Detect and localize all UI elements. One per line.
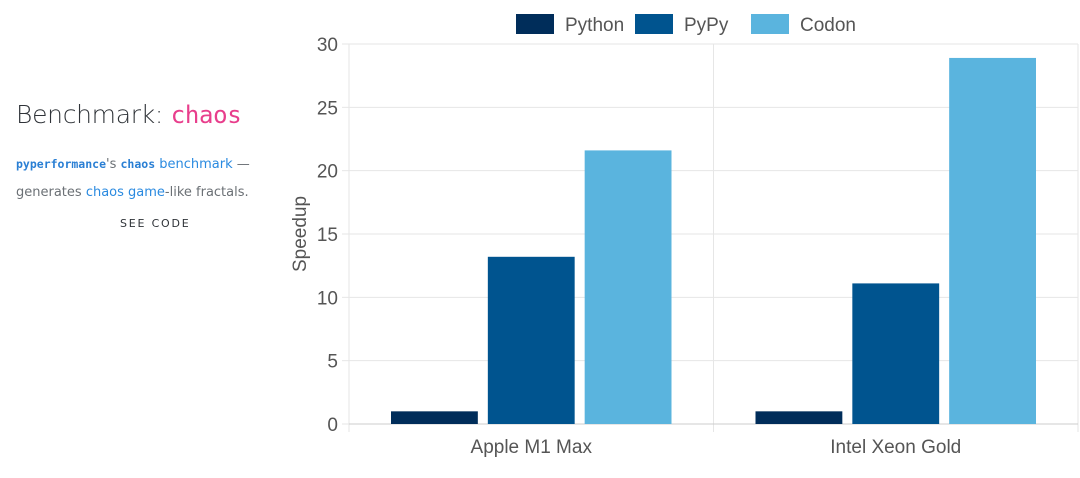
- y-tick-label: 15: [317, 225, 338, 246]
- bar-pypy-1[interactable]: [487, 256, 575, 424]
- legend-swatch-python[interactable]: [516, 14, 554, 34]
- y-tick-label: 10: [317, 288, 338, 309]
- benchmark-name: chaos: [170, 101, 242, 129]
- legend-swatch-codon[interactable]: [751, 14, 789, 34]
- benchmark-link[interactable]: benchmark: [159, 157, 233, 172]
- legend-label-python[interactable]: Python: [565, 15, 624, 36]
- y-tick-label: 5: [327, 352, 338, 373]
- y-tick-label: 25: [317, 98, 338, 119]
- bar-codon-2[interactable]: [949, 57, 1036, 424]
- x-tick-label: Intel Xeon Gold: [830, 437, 961, 458]
- chaos-game-link[interactable]: chaos game: [85, 185, 165, 200]
- bar-python-1[interactable]: [391, 411, 478, 424]
- desc-text-4: -like fractals.: [164, 185, 249, 200]
- benchmark-title: Benchmark: chaos: [16, 100, 242, 129]
- y-tick-label: 30: [317, 35, 338, 56]
- bar-codon-1[interactable]: [584, 150, 672, 424]
- benchmark-description: pyperformance's chaos benchmark — genera…: [16, 150, 291, 207]
- see-code-button[interactable]: SEE CODE: [120, 217, 191, 230]
- legend-label-pypy[interactable]: PyPy: [684, 15, 729, 36]
- legend-swatch-pypy[interactable]: [635, 14, 673, 34]
- y-axis-label: Speedup: [290, 196, 311, 272]
- y-tick-label: 0: [327, 415, 338, 436]
- desc-text-1: 's: [106, 157, 121, 172]
- benchmark-title-prefix: Benchmark:: [16, 100, 171, 129]
- benchmark-panel: Benchmark: chaos pyperformance's chaos b…: [0, 0, 300, 473]
- bar-pypy-2[interactable]: [852, 283, 940, 424]
- desc-text-3: — generates: [16, 157, 250, 200]
- y-tick-label: 20: [317, 162, 338, 183]
- bar-python-2[interactable]: [755, 411, 843, 424]
- x-tick-label: Apple M1 Max: [471, 437, 593, 458]
- chaos-code: chaos: [120, 157, 156, 171]
- legend-label-codon[interactable]: Codon: [800, 15, 856, 36]
- pyperformance-code: pyperformance: [16, 157, 107, 171]
